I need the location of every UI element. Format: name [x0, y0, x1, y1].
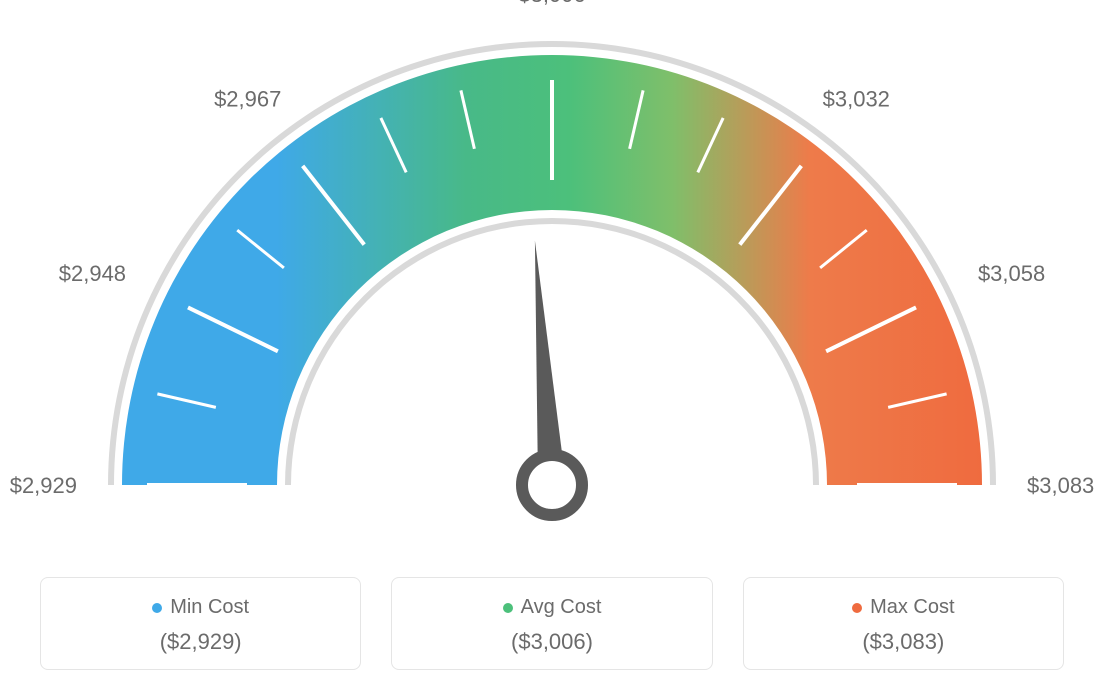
gauge-hub	[522, 455, 582, 515]
gauge-tick-label: $2,967	[214, 87, 281, 112]
gauge-chart: $2,929 $2,948 $2,967 $3,006 $3,032 $3,058 $3,0…	[0, 0, 1104, 560]
max-cost-card: Max Cost ($3,083)	[743, 577, 1064, 670]
gauge-tick-label: $2,948	[59, 261, 126, 286]
gauge-tick-label: $3,032	[823, 87, 890, 112]
gauge-tick-label: $3,006	[518, 0, 585, 7]
max-cost-value: ($3,083)	[754, 629, 1053, 655]
avg-dot-icon	[503, 603, 513, 613]
min-cost-value: ($2,929)	[51, 629, 350, 655]
min-dot-icon	[152, 603, 162, 613]
min-cost-card: Min Cost ($2,929)	[40, 577, 361, 670]
cost-cards: Min Cost ($2,929) Avg Cost ($3,006) Max …	[40, 577, 1064, 670]
avg-cost-card: Avg Cost ($3,006)	[391, 577, 712, 670]
min-cost-label: Min Cost	[170, 596, 249, 619]
gauge-tick-label: $3,058	[978, 261, 1045, 286]
max-cost-label: Max Cost	[870, 596, 954, 619]
avg-cost-value: ($3,006)	[402, 629, 701, 655]
gauge-tick-label: $2,929	[10, 473, 77, 498]
gauge-svg: $2,929 $2,948 $2,967 $3,006 $3,032 $3,058 $3,0…	[0, 0, 1104, 560]
max-cost-title: Max Cost	[852, 596, 954, 619]
max-dot-icon	[852, 603, 862, 613]
gauge-tick-label: $3,083	[1027, 473, 1094, 498]
avg-cost-label: Avg Cost	[521, 596, 602, 619]
avg-cost-title: Avg Cost	[503, 596, 602, 619]
min-cost-title: Min Cost	[152, 596, 249, 619]
